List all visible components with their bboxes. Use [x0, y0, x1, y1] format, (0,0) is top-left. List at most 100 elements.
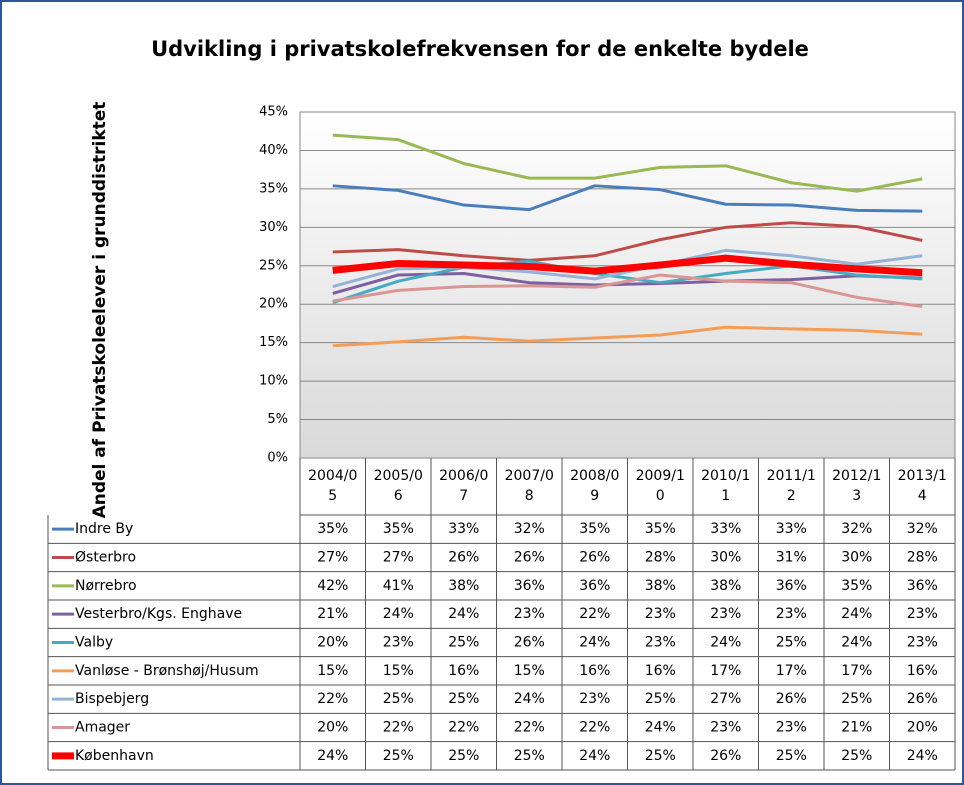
- table-cell: 25%: [448, 748, 479, 764]
- table-cell: 21%: [317, 606, 348, 622]
- table-cell: 35%: [645, 521, 676, 537]
- y-tick-label: 10%: [259, 374, 288, 389]
- table-cell: 25%: [514, 748, 545, 764]
- table-cell: 23%: [710, 720, 741, 736]
- table-cell: 38%: [448, 578, 479, 594]
- x-tick-label: 2006/07: [439, 468, 489, 504]
- y-tick-label: 45%: [259, 105, 288, 120]
- series-line: [332, 221, 923, 262]
- series-line: [332, 273, 923, 309]
- legend-label: København: [75, 748, 154, 764]
- table-cell: 36%: [907, 578, 938, 594]
- table-cell: 25%: [776, 748, 807, 764]
- table-cell: 26%: [710, 748, 741, 764]
- series-line: [332, 248, 923, 288]
- series-line: [332, 259, 923, 305]
- table-cell: 27%: [710, 691, 741, 707]
- x-tick-label: 2005/06: [373, 468, 423, 504]
- table-cell: 36%: [579, 578, 610, 594]
- legend-label: Østerbro: [75, 550, 136, 566]
- table-cell: 23%: [579, 691, 610, 707]
- table-cell: 25%: [645, 691, 676, 707]
- table-cell: 26%: [514, 635, 545, 651]
- table-cell: 23%: [514, 606, 545, 622]
- y-tick-label: 25%: [259, 258, 288, 273]
- table-cell: 23%: [907, 635, 938, 651]
- table-cell: 15%: [383, 663, 414, 679]
- table-cell: 26%: [907, 691, 938, 707]
- table-cell: 24%: [645, 720, 676, 736]
- series-line: [332, 254, 923, 277]
- table-cell: 16%: [448, 663, 479, 679]
- table-cell: 23%: [776, 606, 807, 622]
- table-cell: 35%: [383, 521, 414, 537]
- table-cell: 16%: [645, 663, 676, 679]
- legend-label: Bispebjerg: [75, 691, 149, 707]
- table-cell: 42%: [317, 578, 348, 594]
- table-cell: 25%: [841, 748, 872, 764]
- table-cell: 23%: [710, 606, 741, 622]
- y-tick-label: 40%: [259, 143, 288, 158]
- x-tick-label: 2004/05: [308, 468, 358, 504]
- table-cell: 16%: [579, 663, 610, 679]
- legend-label: Valby: [75, 635, 113, 651]
- y-tick-label: 20%: [259, 297, 288, 312]
- table-cell: 32%: [514, 521, 545, 537]
- table-cell: 23%: [645, 635, 676, 651]
- table-cell: 28%: [907, 550, 938, 566]
- table-cell: 20%: [317, 720, 348, 736]
- series-line: [332, 133, 923, 193]
- table-cell: 30%: [841, 550, 872, 566]
- series-line: [332, 325, 923, 348]
- table-cell: 32%: [907, 521, 938, 537]
- table-cell: 25%: [383, 748, 414, 764]
- y-tick-label: 15%: [259, 335, 288, 350]
- table-cell: 20%: [317, 635, 348, 651]
- table-cell: 35%: [317, 521, 348, 537]
- table-cell: 24%: [317, 748, 348, 764]
- chart-title: Udvikling i privatskolefrekvensen for de…: [151, 37, 809, 61]
- table-cell: 17%: [776, 663, 807, 679]
- x-tick-label: 2010/11: [701, 468, 751, 504]
- table-cell: 22%: [514, 720, 545, 736]
- x-tick-label: 2011/12: [766, 468, 816, 504]
- y-tick-label: 5%: [267, 412, 288, 427]
- table-cell: 28%: [645, 550, 676, 566]
- legend-label: Nørrebro: [75, 578, 137, 594]
- x-tick-label: 2008/09: [570, 468, 620, 504]
- table-cell: 24%: [579, 635, 610, 651]
- table-cell: 24%: [383, 606, 414, 622]
- x-tick-label: 2009/10: [635, 468, 685, 504]
- y-tick-label: 0%: [267, 451, 288, 466]
- table-cell: 23%: [776, 720, 807, 736]
- table-cell: 24%: [710, 635, 741, 651]
- legend-label: Indre By: [75, 521, 133, 537]
- table-cell: 15%: [514, 663, 545, 679]
- table-cell: 15%: [317, 663, 348, 679]
- table-cell: 41%: [383, 578, 414, 594]
- table-cell: 21%: [841, 720, 872, 736]
- table-cell: 33%: [448, 521, 479, 537]
- table-cell: 38%: [710, 578, 741, 594]
- table-cell: 22%: [383, 720, 414, 736]
- x-tick-label: 2007/08: [504, 468, 554, 504]
- y-tick-label: 35%: [259, 181, 288, 196]
- table-cell: 26%: [448, 550, 479, 566]
- table-cell: 25%: [776, 635, 807, 651]
- table-cell: 25%: [645, 748, 676, 764]
- table-cell: 25%: [448, 691, 479, 707]
- table-cell: 23%: [383, 635, 414, 651]
- table-cell: 22%: [579, 606, 610, 622]
- x-tick-label: 2013/14: [897, 468, 947, 504]
- table-cell: 24%: [907, 748, 938, 764]
- table-cell: 30%: [710, 550, 741, 566]
- table-cell: 25%: [841, 691, 872, 707]
- table-cell: 36%: [776, 578, 807, 594]
- y-tick-label: 30%: [259, 220, 288, 235]
- table-cell: 25%: [448, 635, 479, 651]
- table-cell: 23%: [907, 606, 938, 622]
- table-cell: 22%: [579, 720, 610, 736]
- table-cell: 23%: [645, 606, 676, 622]
